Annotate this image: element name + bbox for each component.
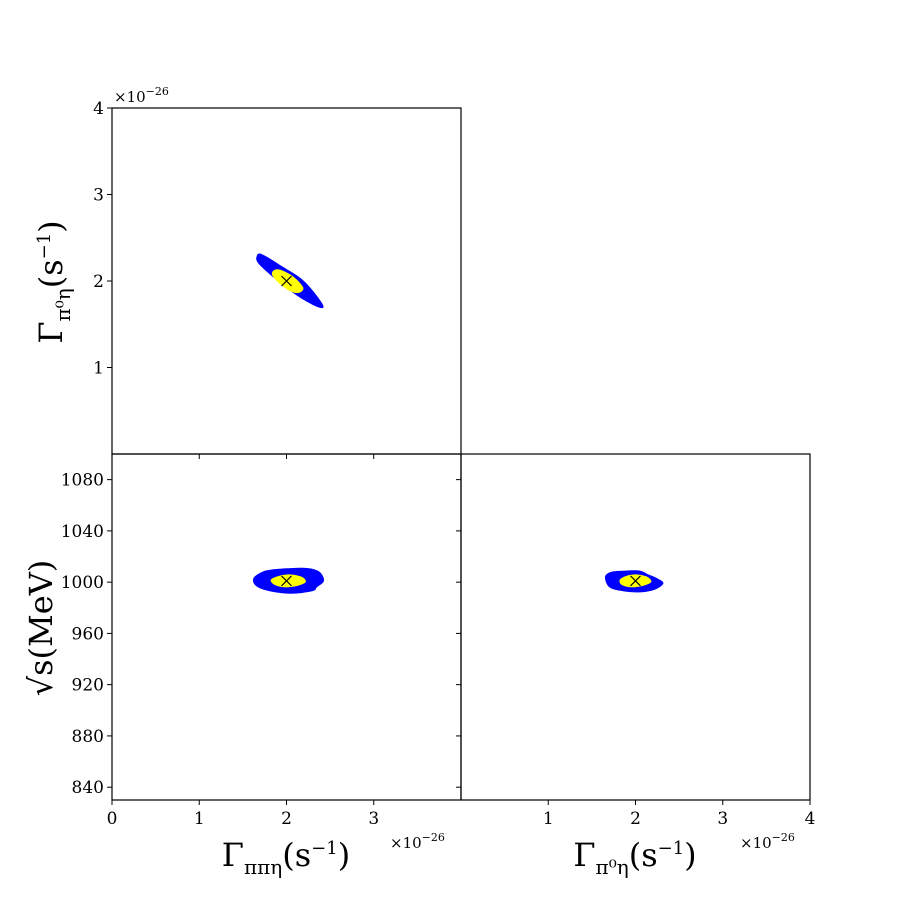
y-tick-label: 1040: [61, 522, 104, 542]
y-axis-label: √s(MeV): [22, 560, 60, 697]
contour-inner: [270, 574, 306, 588]
x-axis-label: Γππη(s−1): [222, 836, 350, 879]
x-tick-label: 4: [805, 809, 816, 829]
panel-bottom-left: 0 1 2 3 840 880 920 960 1000 1040 1080 ×10−26 Γππη…: [22, 453, 462, 879]
multiplier-label: ×10−26: [114, 85, 169, 106]
best-fit-marker: [281, 575, 292, 587]
contour-layer: [252, 567, 325, 594]
tick-layer: 1 2 3 4: [93, 99, 375, 459]
best-fit-marker: [630, 575, 641, 587]
panel-top-left: 1 2 3 4 ×10−26 Γπ⁰η(s−1): [32, 85, 462, 459]
axes-frame: [460, 453, 811, 801]
y-tick-label: 4: [93, 99, 104, 119]
tick-layer: 0 1 2 3 840 880 920 960 1000 1040 1080: [61, 471, 379, 829]
best-fit-marker: [281, 275, 292, 287]
contour-layer: [604, 570, 664, 593]
x-tick-label: 1: [543, 809, 554, 829]
y-tick-label: 880: [72, 727, 104, 747]
y-tick-label: 1000: [61, 573, 104, 593]
y-tick-label: 960: [72, 624, 104, 644]
tick-layer: 1 2 3 4: [456, 479, 816, 829]
x-tick-label: 1: [194, 809, 205, 829]
y-tick-label: 1: [93, 359, 104, 379]
y-tick-label: 3: [93, 186, 104, 206]
x-tick-label: 3: [717, 809, 728, 829]
x-tick-label: 2: [281, 809, 292, 829]
panel-bottom-right: 1 2 3 4 ×10−26 Γπ⁰η(s−1): [456, 453, 816, 879]
y-tick-label: 920: [72, 676, 104, 696]
x-tick-label: 3: [368, 809, 379, 829]
y-tick-label: 2: [93, 272, 104, 292]
contour-inner: [271, 269, 304, 293]
x-tick-label: 0: [107, 809, 118, 829]
contour-layer: [256, 253, 324, 309]
x-tick-label: 2: [630, 809, 641, 829]
y-tick-label: 840: [72, 778, 104, 798]
multiplier-label: ×10−26: [740, 831, 795, 852]
y-axis-label: Γπ⁰η(s−1): [32, 220, 75, 343]
x-axis-label: Γπ⁰η(s−1): [573, 836, 696, 879]
multiplier-label: ×10−26: [390, 831, 445, 852]
axes-frame: [111, 453, 462, 801]
y-tick-label: 1080: [61, 471, 104, 491]
